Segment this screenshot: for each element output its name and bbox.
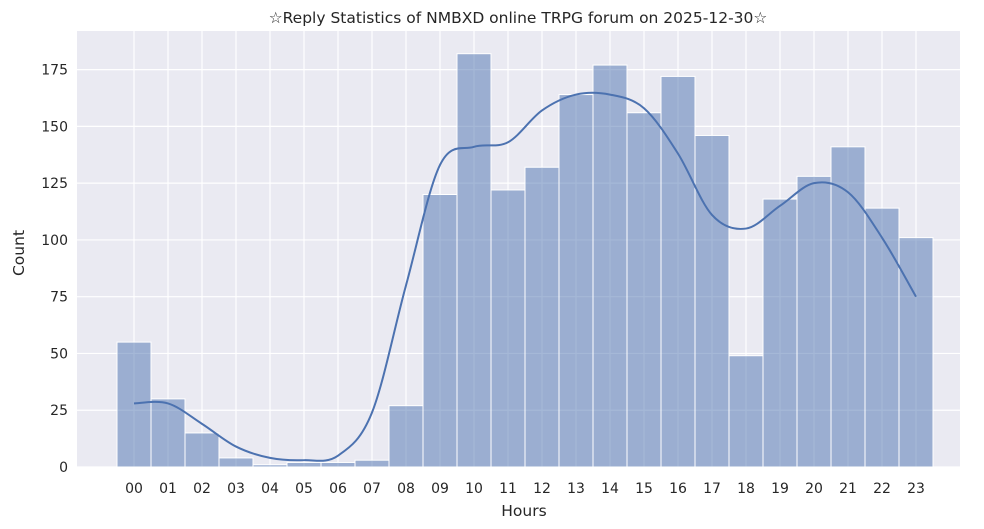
histogram-bar <box>558 94 594 468</box>
histogram-bar <box>150 398 186 468</box>
x-tick-label: 17 <box>703 481 721 497</box>
x-tick-label: 09 <box>431 481 449 497</box>
histogram-bar <box>286 461 322 468</box>
kde-curve <box>133 91 917 462</box>
x-tick-label: 10 <box>465 481 483 497</box>
x-tick-label: 02 <box>193 481 211 497</box>
x-tick-label: 23 <box>907 481 925 497</box>
histogram-bar <box>252 464 288 468</box>
y-tick-label: 50 <box>50 346 68 362</box>
y-tick-label: 100 <box>41 233 68 249</box>
histogram-bar <box>796 175 832 468</box>
histogram-bar <box>524 166 560 468</box>
histogram-bar <box>864 207 900 468</box>
histogram-bar <box>184 432 220 468</box>
x-tick-label: 03 <box>227 481 245 497</box>
x-tick-label: 05 <box>295 481 313 497</box>
y-axis-title: Count <box>10 230 28 276</box>
histogram-bar <box>320 461 356 468</box>
x-tick-label: 18 <box>737 481 755 497</box>
histogram-bar <box>626 112 662 468</box>
histogram-bar <box>490 189 526 468</box>
x-tick-label: 22 <box>873 481 891 497</box>
histogram-bar <box>762 198 798 468</box>
x-tick-label: 01 <box>159 481 177 497</box>
x-tick-label: 08 <box>397 481 415 497</box>
histogram-bar <box>218 457 254 468</box>
x-tick-label: 11 <box>499 481 517 497</box>
histogram-bar <box>898 237 934 468</box>
histogram-bar <box>660 75 696 468</box>
x-tick-label: 16 <box>669 481 687 497</box>
histogram-bar <box>116 341 152 468</box>
histogram-bar <box>354 459 390 468</box>
x-tick-label: 13 <box>567 481 585 497</box>
y-tick-label: 150 <box>41 119 68 135</box>
x-tick-label: 12 <box>533 481 551 497</box>
histogram-bar <box>388 405 424 468</box>
x-tick-label: 15 <box>635 481 653 497</box>
histogram-bar <box>422 194 458 468</box>
x-tick-label: 19 <box>771 481 789 497</box>
y-tick-label: 0 <box>59 460 68 476</box>
x-tick-label: 07 <box>363 481 381 497</box>
chart-title: ☆Reply Statistics of NMBXD online TRPG f… <box>269 9 768 27</box>
histogram-bar <box>694 134 730 468</box>
y-tick-labels: 0 25 50 75 100 125 150 175 <box>41 63 68 476</box>
y-tick-label: 75 <box>50 290 68 306</box>
x-tick-label: 14 <box>601 481 619 497</box>
x-axis-title: Hours <box>501 502 546 520</box>
x-tick-label: 21 <box>839 481 857 497</box>
y-tick-label: 25 <box>50 403 68 419</box>
histogram-bar <box>728 355 764 468</box>
y-tick-label: 125 <box>41 176 68 192</box>
histogram-bar <box>592 64 628 468</box>
x-tick-label: 00 <box>125 481 143 497</box>
x-tick-label: 06 <box>329 481 347 497</box>
histogram-bar <box>456 53 492 468</box>
x-tick-label: 04 <box>261 481 279 497</box>
x-tick-label: 20 <box>805 481 823 497</box>
histogram-bar <box>830 146 866 468</box>
y-tick-label: 175 <box>41 63 68 79</box>
x-tick-labels: 00 01 02 03 04 05 06 07 08 09 10 11 12 13 14 15 16 17 18 19… <box>125 481 925 497</box>
bars <box>116 53 934 468</box>
